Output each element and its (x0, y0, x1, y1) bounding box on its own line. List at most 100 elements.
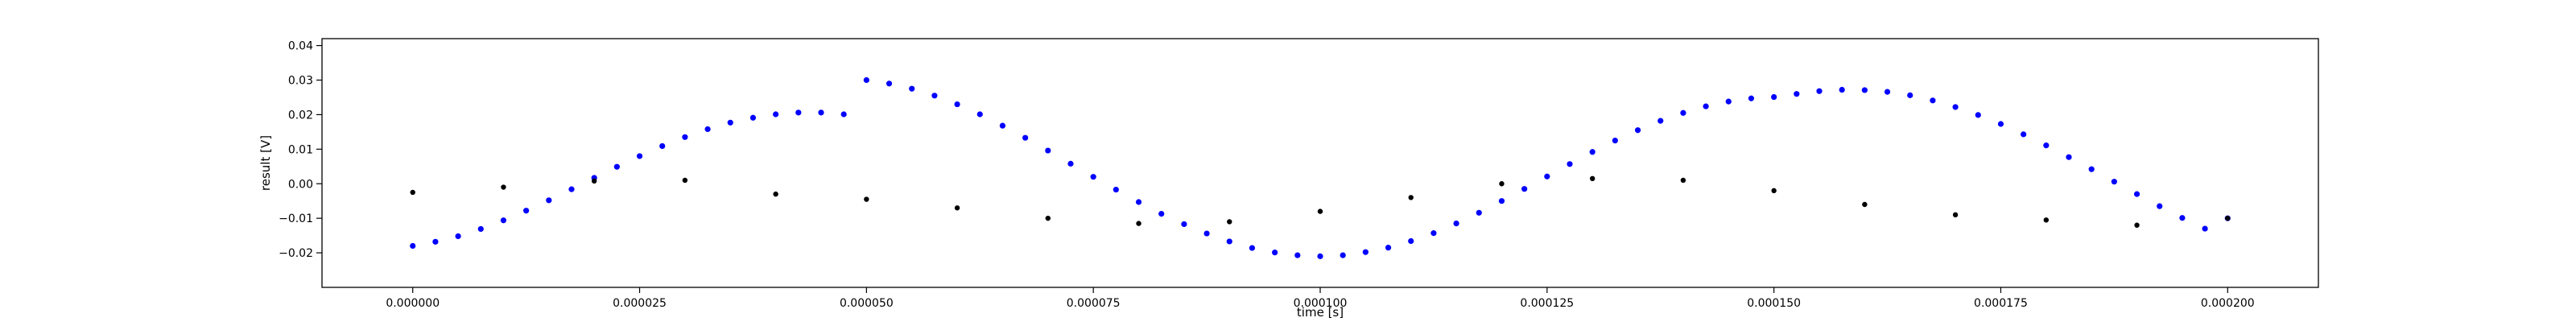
data-point (2066, 154, 2072, 160)
data-point (1453, 221, 1459, 227)
data-point (410, 189, 415, 196)
plot-area (321, 38, 2319, 288)
data-point (1861, 87, 1868, 93)
y-axis-label: result [V] (258, 135, 273, 191)
data-point (2134, 222, 2140, 228)
data-point (1249, 245, 1256, 251)
data-point (432, 238, 439, 245)
series-layer (410, 76, 2231, 259)
data-point (1430, 230, 1437, 237)
data-point (1498, 198, 1505, 204)
data-point (1408, 237, 1414, 245)
data-point (795, 109, 802, 116)
data-point (1385, 245, 1392, 251)
data-point (2157, 203, 2163, 209)
data-point (682, 177, 688, 184)
data-point (501, 184, 506, 190)
x-axis-ticks: 0.000000 0.000025 0.000050 0.000075 0.000100… (386, 287, 2255, 310)
data-point (1771, 188, 1777, 194)
data-point (840, 111, 847, 118)
x-tick-label: 0.000025 (613, 297, 667, 310)
data-point (1839, 86, 1845, 93)
data-point (1362, 249, 1368, 255)
data-point (727, 119, 733, 126)
data-point (1725, 98, 1732, 105)
data-point (682, 134, 688, 140)
data-point (2202, 225, 2208, 232)
data-point (704, 126, 711, 133)
x-tick-label: 0.000050 (840, 297, 894, 310)
data-point (636, 153, 643, 159)
data-point (1067, 160, 1074, 167)
data-point (818, 109, 824, 116)
data-point (455, 233, 461, 240)
data-point (500, 217, 507, 224)
data-point (1226, 238, 1232, 245)
data-point (1340, 252, 1346, 258)
y-tick-label: 0.01 (288, 143, 313, 156)
data-point (1113, 186, 1119, 193)
x-tick-label: 0.000150 (1747, 297, 1801, 310)
data-point (1135, 199, 1142, 205)
y-tick-label: −0.01 (279, 213, 313, 225)
data-point (1022, 134, 1029, 141)
data-point (1544, 173, 1550, 180)
data-point (954, 205, 960, 211)
data-point (864, 196, 869, 202)
y-tick-label: −0.02 (279, 247, 313, 260)
data-point (1589, 175, 1596, 182)
data-point (1045, 215, 1051, 221)
data-point (976, 111, 983, 118)
data-point (1657, 118, 1664, 124)
data-point (773, 111, 779, 118)
data-point (1771, 93, 1777, 101)
y-tick-label: 0.03 (288, 75, 313, 88)
data-point (1634, 127, 1641, 134)
data-point (1499, 181, 1505, 187)
data-point (1703, 103, 1709, 109)
data-point (1975, 112, 1981, 118)
x-tick-label: 0.000100 (1294, 297, 1348, 310)
data-point (931, 93, 938, 99)
data-point (1997, 121, 2004, 127)
data-point (1748, 95, 1755, 101)
x-tick-label: 0.000075 (1067, 297, 1121, 310)
data-point (886, 80, 893, 87)
data-point (2179, 215, 2186, 221)
series-0 (410, 76, 2231, 259)
data-point (1589, 149, 1596, 155)
data-point (1952, 104, 1959, 110)
data-point (2133, 191, 2140, 197)
data-point (2043, 217, 2050, 223)
data-point (999, 122, 1006, 129)
data-point (1930, 97, 1936, 104)
data-point (1045, 147, 1051, 154)
data-point (410, 242, 416, 250)
y-tick-label: 0.02 (288, 109, 313, 122)
data-point (909, 85, 915, 92)
series-1 (410, 175, 2231, 228)
data-point (1816, 88, 1823, 94)
data-point (1680, 109, 1686, 116)
data-point (523, 208, 530, 214)
data-point (749, 114, 757, 121)
data-point (1521, 186, 1528, 192)
data-point (1794, 91, 1800, 97)
data-point (1090, 174, 1096, 180)
data-point (1680, 177, 1686, 184)
data-point (1884, 89, 1891, 95)
data-point (773, 191, 778, 197)
data-point (1294, 252, 1301, 258)
data-point (2043, 142, 2050, 149)
x-tick-label: 0.000000 (386, 297, 440, 310)
data-point (2225, 215, 2231, 221)
x-axis-label: time [s] (1297, 305, 1344, 320)
data-point (2021, 131, 2027, 138)
data-point (568, 186, 575, 192)
data-point (2088, 166, 2095, 172)
data-point (1227, 219, 1232, 225)
data-point (1181, 221, 1187, 228)
data-point (1203, 230, 1210, 237)
